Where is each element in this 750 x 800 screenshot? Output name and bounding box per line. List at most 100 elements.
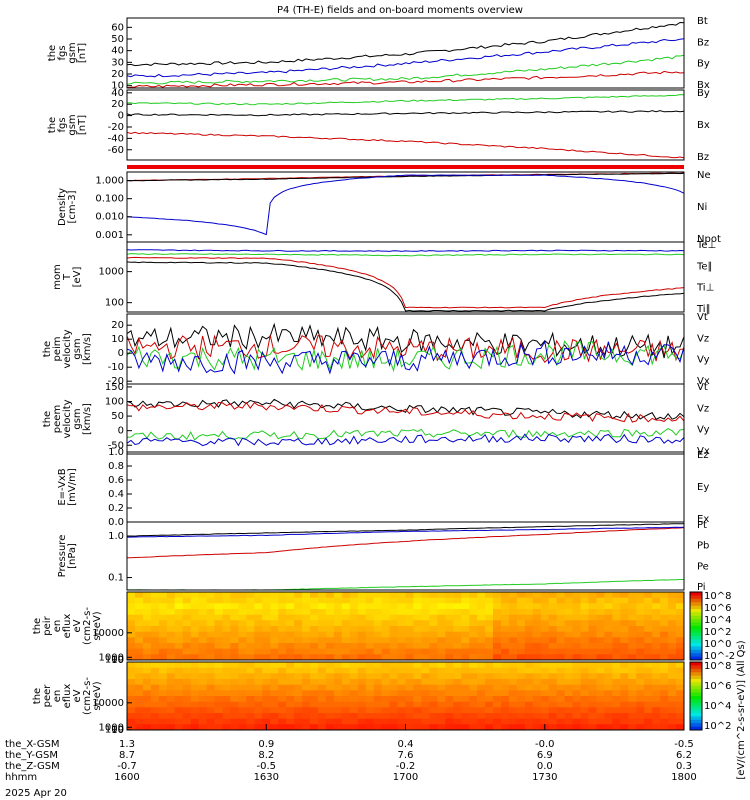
heatmap-cell bbox=[604, 690, 613, 697]
heatmap-cell bbox=[676, 643, 685, 650]
heatmap-cell bbox=[516, 609, 526, 616]
colorbar-segment bbox=[690, 649, 702, 654]
heatmap-cell bbox=[127, 662, 136, 669]
heatmap-cell bbox=[270, 713, 279, 720]
heatmap-cell bbox=[516, 718, 526, 725]
heatmap-cell bbox=[453, 592, 462, 599]
heatmap-cell bbox=[461, 718, 470, 725]
heatmap-cell bbox=[365, 643, 375, 650]
heatmap-cell bbox=[620, 696, 629, 703]
heatmap-cell bbox=[325, 667, 335, 674]
heatmap-cell bbox=[357, 620, 367, 627]
heatmap-cell bbox=[158, 609, 168, 616]
heatmap-cell bbox=[389, 631, 399, 638]
heatmap-cell bbox=[485, 718, 494, 725]
heatmap-cell bbox=[572, 597, 582, 604]
heatmap-cell bbox=[190, 707, 200, 714]
heatmap-cell bbox=[413, 684, 422, 691]
heatmap-cell bbox=[501, 631, 510, 638]
legend-Bz: Bz bbox=[697, 37, 709, 48]
heatmap-cell bbox=[453, 713, 462, 720]
heatmap-cell bbox=[357, 637, 367, 644]
heatmap-cell bbox=[230, 707, 239, 714]
heatmap-cell bbox=[421, 684, 430, 691]
heatmap-cell bbox=[572, 707, 582, 714]
heatmap-cell bbox=[588, 603, 597, 610]
y-tick-label: 40 bbox=[111, 88, 124, 99]
series-line-Pi bbox=[127, 526, 685, 538]
heatmap-cell bbox=[620, 718, 629, 725]
heatmap-cell bbox=[158, 718, 168, 725]
heatmap-cell bbox=[174, 603, 184, 610]
heatmap-cell bbox=[580, 724, 590, 731]
heatmap-cell bbox=[238, 620, 247, 627]
heatmap-cell bbox=[278, 667, 287, 674]
heatmap-cell bbox=[381, 724, 391, 731]
heatmap-cell bbox=[381, 631, 391, 638]
heatmap-cell bbox=[540, 707, 550, 714]
heatmap-cell bbox=[349, 648, 359, 655]
heatmap-cell bbox=[246, 667, 255, 674]
heatmap-cell bbox=[158, 597, 168, 604]
heatmap-cell bbox=[604, 662, 613, 669]
heatmap-cell bbox=[341, 701, 351, 708]
colorbar-segment bbox=[690, 689, 702, 694]
heatmap-cell bbox=[397, 592, 406, 599]
colorbar-segment bbox=[690, 622, 702, 627]
heatmap-cell bbox=[445, 648, 454, 655]
heatmap-cell bbox=[389, 597, 399, 604]
heatmap-cell bbox=[469, 673, 478, 680]
heatmap-cell bbox=[493, 609, 502, 616]
heatmap-cell bbox=[572, 614, 582, 621]
heatmap-cell bbox=[493, 713, 502, 720]
heatmap-cell bbox=[524, 643, 534, 650]
heatmap-cell bbox=[501, 696, 510, 703]
heatmap-cell bbox=[182, 620, 192, 627]
heatmap-cell bbox=[429, 603, 438, 610]
heatmap-cell bbox=[206, 631, 216, 638]
heatmap-cell bbox=[421, 713, 430, 720]
series-line-Bx bbox=[126, 70, 685, 89]
heatmap-cell bbox=[190, 609, 200, 616]
heatmap-cell bbox=[676, 667, 685, 674]
heatmap-cell bbox=[318, 597, 327, 604]
y-axis-label: the bbox=[47, 117, 58, 133]
heatmap-cell bbox=[453, 620, 462, 627]
heatmap-cell bbox=[365, 718, 375, 725]
heatmap-cell bbox=[214, 597, 223, 604]
heatmap-cell bbox=[421, 626, 430, 633]
heatmap-cell bbox=[477, 673, 486, 680]
heatmap-cell bbox=[246, 648, 255, 655]
heatmap-cell bbox=[644, 597, 653, 604]
heatmap-cell bbox=[310, 662, 319, 669]
heatmap-cell bbox=[516, 690, 526, 697]
heatmap-cell bbox=[548, 724, 558, 731]
heatmap-cell bbox=[636, 620, 645, 627]
heatmap-cell bbox=[206, 614, 216, 621]
heatmap-cell bbox=[310, 707, 319, 714]
heatmap-cell bbox=[254, 713, 263, 720]
heatmap-cell bbox=[150, 648, 160, 655]
heatmap-cell bbox=[278, 592, 287, 599]
heatmap-cell bbox=[214, 643, 223, 650]
heatmap-cell bbox=[182, 626, 192, 633]
heatmap-cell bbox=[636, 654, 645, 661]
heatmap-cell bbox=[150, 620, 160, 627]
heatmap-cell bbox=[501, 614, 510, 621]
heatmap-cell bbox=[278, 724, 287, 731]
heatmap-cell bbox=[365, 690, 375, 697]
heatmap-cell bbox=[604, 592, 613, 599]
heatmap-cell bbox=[532, 643, 542, 650]
colorbar-segment bbox=[690, 656, 702, 661]
y-tick-label: 0.100 bbox=[95, 194, 124, 205]
heatmap-cell bbox=[485, 667, 494, 674]
heatmap-cell bbox=[318, 609, 327, 616]
heatmap-cell bbox=[294, 626, 303, 633]
heatmap-cell bbox=[381, 701, 391, 708]
heatmap-cell bbox=[676, 684, 685, 691]
heatmap-cell bbox=[206, 701, 216, 708]
heatmap-cell bbox=[142, 614, 152, 621]
heatmap-cell bbox=[206, 662, 216, 669]
heatmap-cell bbox=[310, 620, 319, 627]
heatmap-cell bbox=[644, 637, 653, 644]
